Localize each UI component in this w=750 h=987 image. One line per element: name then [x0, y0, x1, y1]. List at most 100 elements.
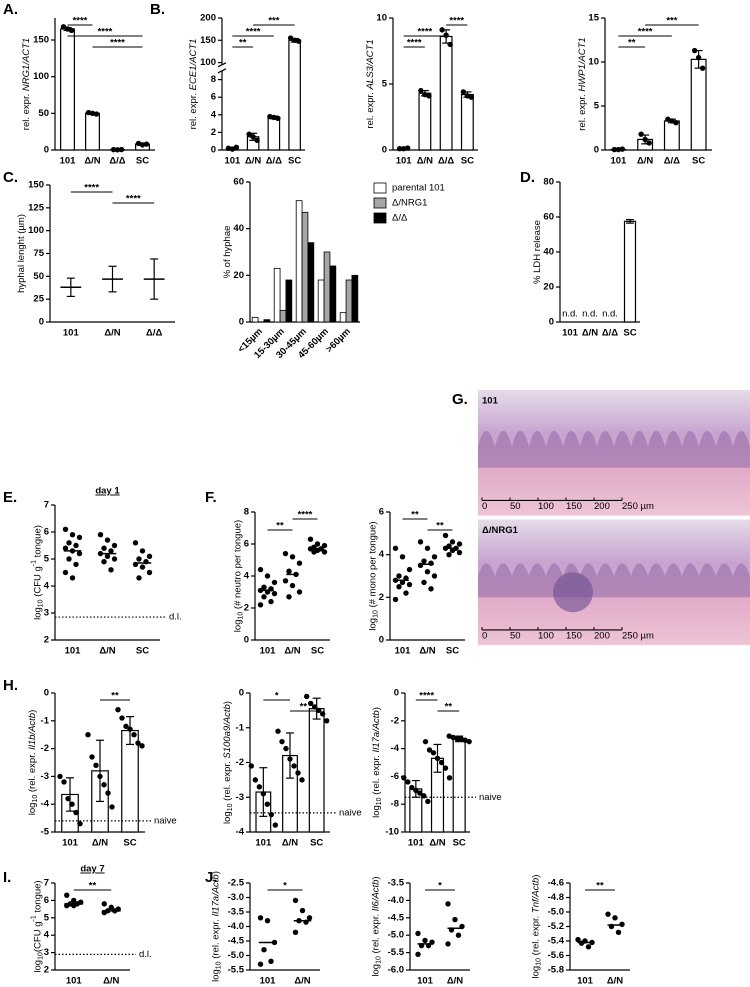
- y-axis-label-part: ): [370, 876, 381, 879]
- x-tick-label: SC: [446, 646, 459, 657]
- x-tick-label: Δ/N: [419, 646, 435, 657]
- x-tick-label: 101: [577, 976, 594, 987]
- reference-label: d.l.: [139, 949, 152, 960]
- y-axis-label: rel. expr. ECE1/ACT1: [188, 39, 199, 130]
- data-point: [695, 54, 702, 61]
- value-label: n.d.: [562, 309, 578, 320]
- y-tick-label: 3: [44, 947, 49, 958]
- data-point: [456, 541, 463, 547]
- y-axis-label: rel. expr. ALS3/ACT1: [364, 39, 375, 128]
- y-axis-label-part: log: [371, 805, 382, 818]
- bar: [460, 93, 474, 151]
- y-axis-label-part: (CFU g: [32, 922, 43, 953]
- data-point: [418, 87, 424, 94]
- y-axis-label-part: (rel. expr.: [26, 750, 37, 795]
- data-point: [85, 109, 92, 116]
- x-tick-label: Δ/N: [284, 646, 300, 657]
- data-point: [459, 923, 465, 930]
- data-point: [66, 540, 72, 546]
- data-point: [62, 526, 69, 532]
- y-tick-label: 2: [211, 127, 216, 138]
- data-point: [264, 918, 271, 924]
- y-axis-label: log10 (# mono per tongue): [367, 521, 380, 630]
- data-point: [417, 790, 423, 796]
- x-tick-label: 101: [60, 156, 77, 167]
- data-point: [295, 38, 302, 44]
- y-axis-label-part: 10: [373, 610, 380, 618]
- x-tick-label: 101: [260, 646, 277, 657]
- y-axis-label: log10 (rel. expr. Il17a/Actb): [210, 871, 223, 982]
- infiltrate: [553, 572, 593, 613]
- data-point: [619, 146, 626, 152]
- scale-label: 200: [594, 501, 610, 512]
- significance-label: **: [89, 881, 97, 892]
- x-tick-label: SC: [123, 838, 136, 849]
- data-point: [108, 904, 114, 911]
- data-point: [257, 566, 264, 573]
- data-point: [119, 715, 125, 721]
- data-point: [89, 110, 96, 117]
- data-point: [68, 27, 75, 34]
- y-axis-label-part: % LDH release: [531, 220, 542, 284]
- y-axis-label-part: 10: [227, 803, 234, 811]
- y-tick-label: 150: [33, 35, 49, 46]
- y-axis-label-part: (rel. expr.: [530, 913, 541, 958]
- y-tick-label: 0: [244, 635, 249, 646]
- bar: [690, 58, 707, 151]
- y-axis-label-part: 10: [32, 795, 39, 803]
- data-point: [422, 738, 429, 745]
- axis-break: [217, 62, 227, 68]
- y-tick-label: -4: [236, 827, 245, 838]
- data-point: [445, 941, 451, 947]
- bar: [452, 738, 466, 833]
- data-point: [69, 532, 76, 538]
- data-point: [299, 777, 305, 783]
- y-tick-label: 20: [233, 270, 244, 281]
- data-point: [405, 779, 411, 785]
- significance-label: ***: [268, 16, 279, 27]
- data-point: [71, 902, 77, 909]
- scale-label: 100: [538, 630, 554, 641]
- y-axis-label-part: 10: [238, 612, 245, 620]
- y-axis-label-part: ): [530, 875, 541, 878]
- x-tick-label: SC: [136, 646, 149, 657]
- y-axis-label-part: log: [32, 960, 43, 973]
- data-point: [146, 569, 153, 576]
- y-tick-label: -5.6: [548, 950, 564, 961]
- x-tick-label: SC: [453, 838, 466, 849]
- data-point: [272, 822, 279, 828]
- scale-label: 250 µm: [622, 630, 654, 641]
- y-axis-label-part: tongue): [32, 525, 43, 560]
- y-tick-label: 125: [28, 202, 45, 213]
- y-axis-label-part: rel. expr.: [364, 90, 375, 129]
- data-point: [257, 961, 264, 967]
- data-point: [97, 773, 103, 780]
- y-tick-label: -2.5: [228, 878, 245, 889]
- data-point: [60, 24, 67, 30]
- y-axis-label: log10 (rel. expr. Il17a/Actb): [371, 707, 384, 818]
- bar: [121, 729, 139, 833]
- data-point: [233, 144, 240, 151]
- y-tick-label: 0: [44, 688, 49, 699]
- y-axis-label: rel. expr. NRG1/ACT1: [21, 38, 32, 130]
- data-point: [585, 944, 592, 950]
- y-tick-label: -5.5: [228, 965, 245, 976]
- y-tick-label: 15: [588, 13, 599, 24]
- data-point: [589, 939, 595, 946]
- y-axis-label-part: log: [370, 964, 381, 977]
- data-point: [111, 556, 118, 562]
- data-point: [392, 577, 399, 583]
- x-tick-label: Δ/N: [582, 328, 598, 339]
- panel-label: D.: [520, 169, 535, 186]
- data-point: [261, 947, 267, 953]
- data-point: [307, 536, 314, 542]
- significance-label: *: [275, 691, 279, 702]
- scale-label: 0: [482, 501, 487, 512]
- data-point: [101, 909, 107, 916]
- data-point: [403, 590, 409, 596]
- y-axis-label-part: 10: [377, 797, 384, 805]
- y-axis-label-part: (rel. expr.: [370, 911, 381, 956]
- bar: [263, 319, 271, 323]
- data-point: [454, 736, 460, 742]
- y-tick-label: 2: [44, 965, 49, 976]
